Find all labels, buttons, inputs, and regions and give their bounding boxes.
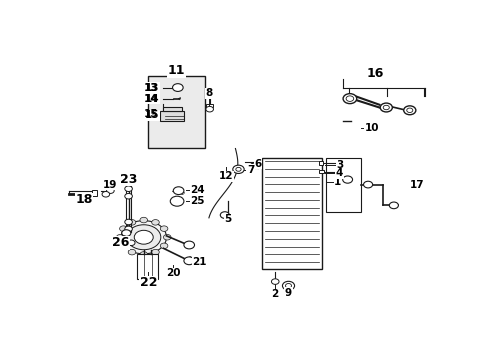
Text: 13: 13 xyxy=(144,82,159,93)
Bar xyxy=(326,158,360,212)
Text: 19: 19 xyxy=(102,180,117,190)
Circle shape xyxy=(220,212,229,219)
Text: 10: 10 xyxy=(364,123,378,133)
Circle shape xyxy=(140,252,147,257)
Bar xyxy=(262,158,321,269)
Text: 4: 4 xyxy=(335,168,343,179)
Bar xyxy=(92,190,97,195)
Text: 20: 20 xyxy=(165,268,180,278)
FancyArrowPatch shape xyxy=(319,162,322,164)
Text: 6: 6 xyxy=(254,159,261,169)
Circle shape xyxy=(160,226,167,231)
Circle shape xyxy=(120,236,127,242)
Circle shape xyxy=(160,243,167,249)
Circle shape xyxy=(285,284,291,288)
Bar xyxy=(137,254,158,279)
Circle shape xyxy=(140,217,147,223)
Circle shape xyxy=(120,243,127,249)
Text: 22: 22 xyxy=(139,276,157,289)
Text: 13: 13 xyxy=(144,82,158,93)
Circle shape xyxy=(128,220,136,225)
Circle shape xyxy=(343,94,356,104)
Circle shape xyxy=(120,226,127,231)
Circle shape xyxy=(126,225,161,250)
Bar xyxy=(206,104,213,107)
Circle shape xyxy=(403,106,415,115)
Circle shape xyxy=(271,279,279,284)
Text: 7: 7 xyxy=(246,165,254,175)
Text: 17: 17 xyxy=(409,180,424,190)
Text: 8: 8 xyxy=(205,88,212,98)
Text: 16: 16 xyxy=(366,67,384,80)
Text: 24: 24 xyxy=(190,185,204,195)
Circle shape xyxy=(205,107,213,112)
Circle shape xyxy=(383,105,388,110)
Circle shape xyxy=(388,202,398,209)
Text: 11: 11 xyxy=(167,64,185,77)
Circle shape xyxy=(151,220,159,225)
Text: 2: 2 xyxy=(271,289,278,299)
Circle shape xyxy=(183,241,194,249)
Text: 5: 5 xyxy=(224,214,231,224)
Circle shape xyxy=(121,221,166,254)
Bar xyxy=(147,76,205,148)
Circle shape xyxy=(127,240,135,246)
Text: 15: 15 xyxy=(144,109,158,119)
Circle shape xyxy=(151,249,159,255)
Circle shape xyxy=(134,230,153,244)
Circle shape xyxy=(106,188,114,193)
Text: 23: 23 xyxy=(120,172,137,185)
Circle shape xyxy=(346,96,353,102)
Circle shape xyxy=(173,187,183,194)
Text: 1: 1 xyxy=(333,177,341,187)
Circle shape xyxy=(363,181,372,188)
Circle shape xyxy=(232,165,244,174)
Circle shape xyxy=(342,176,352,183)
Circle shape xyxy=(116,234,124,240)
Bar xyxy=(318,161,323,165)
Circle shape xyxy=(124,186,132,192)
Text: 26: 26 xyxy=(112,236,129,249)
Circle shape xyxy=(170,196,183,206)
Bar xyxy=(163,107,181,111)
Bar xyxy=(126,185,131,232)
Circle shape xyxy=(163,234,171,240)
Bar xyxy=(318,170,324,174)
Text: 9: 9 xyxy=(285,288,291,298)
Circle shape xyxy=(380,103,391,112)
Circle shape xyxy=(282,281,294,290)
Circle shape xyxy=(124,193,132,199)
Circle shape xyxy=(406,108,412,112)
Bar xyxy=(159,111,184,121)
Text: 14: 14 xyxy=(143,94,158,104)
Circle shape xyxy=(122,230,131,237)
Text: 15: 15 xyxy=(144,110,159,120)
Circle shape xyxy=(124,226,132,232)
Circle shape xyxy=(128,249,136,255)
Text: 3: 3 xyxy=(335,160,343,170)
Circle shape xyxy=(172,84,183,91)
Text: 18: 18 xyxy=(75,193,92,206)
Circle shape xyxy=(124,219,132,225)
Circle shape xyxy=(235,167,241,171)
Text: 25: 25 xyxy=(190,196,204,206)
Text: 12: 12 xyxy=(218,171,233,181)
Circle shape xyxy=(102,192,109,197)
Text: 14: 14 xyxy=(144,94,159,104)
Text: 21: 21 xyxy=(192,257,206,267)
Circle shape xyxy=(183,257,194,265)
